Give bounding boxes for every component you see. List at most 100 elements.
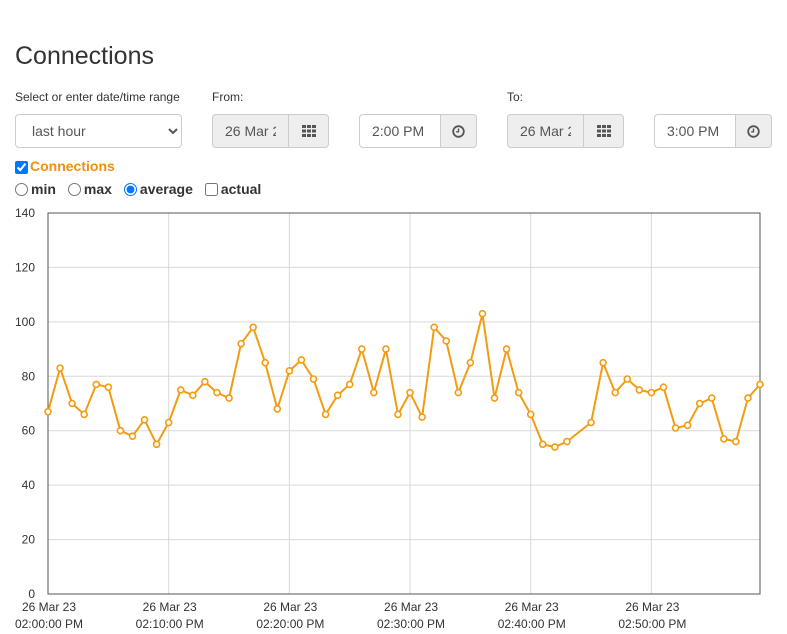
series-label[interactable]: Connections [30, 158, 115, 174]
x-tick-date: 26 Mar 23 [143, 600, 197, 614]
data-point [502, 345, 511, 353]
actual-checkbox[interactable] [204, 182, 218, 196]
data-point [140, 416, 149, 424]
data-point [285, 367, 294, 375]
series-checkbox[interactable] [15, 160, 28, 174]
connections-chart: 0 20 40 60 80 100 120 140 26 Mar 23 02:00:00 PM 26… [15, 206, 764, 631]
data-point [56, 364, 64, 372]
x-tick-date: 26 Mar 23 [263, 600, 317, 614]
y-tick-label: 40 [22, 478, 36, 492]
option-actual[interactable]: actual [204, 181, 262, 197]
data-point [526, 410, 535, 419]
x-tick-date: 26 Mar 23 [384, 600, 438, 614]
to-calendar-button[interactable] [583, 114, 624, 148]
data-point [189, 391, 197, 400]
data-point [587, 418, 595, 427]
data-point [80, 410, 89, 419]
from-label: From: [212, 90, 244, 104]
x-tick-date: 26 Mar 23 [22, 600, 76, 614]
data-point [406, 388, 414, 397]
calendar-grid-icon [301, 125, 316, 137]
data-point [659, 383, 668, 391]
data-point [599, 358, 607, 367]
option-max[interactable]: max [67, 181, 112, 197]
data-point [370, 388, 378, 397]
data-point [357, 345, 366, 353]
data-point [309, 375, 318, 383]
data-point [201, 377, 209, 386]
y-tick-label: 120 [15, 260, 35, 274]
max-radio[interactable] [67, 182, 81, 196]
from-calendar-button[interactable] [288, 114, 329, 148]
range-label: Select or enter date/time range [15, 90, 180, 104]
data-point [756, 380, 764, 389]
to-date-input[interactable] [507, 114, 583, 148]
from-time-input[interactable] [359, 114, 440, 148]
x-tick-date: 26 Mar 23 [625, 600, 679, 614]
x-tick-time: 02:00:00 PM [15, 617, 83, 631]
from-date-group [212, 114, 329, 148]
y-tick-label: 100 [15, 315, 35, 329]
from-clock-button[interactable] [440, 114, 477, 148]
data-point [297, 356, 306, 364]
data-point [635, 386, 644, 394]
y-tick-label: 60 [22, 424, 36, 438]
data-point [478, 309, 487, 318]
clock-icon [452, 124, 465, 138]
data-point [490, 394, 499, 402]
data-point [647, 388, 656, 397]
to-date-group [507, 114, 624, 148]
average-label: average [139, 181, 193, 197]
data-point [176, 386, 185, 394]
min-radio[interactable] [15, 182, 28, 196]
data-point [237, 339, 245, 348]
data-point [623, 375, 632, 383]
page-title: Connections [15, 42, 154, 70]
data-point [164, 418, 173, 427]
data-point [611, 388, 619, 397]
data-point [744, 394, 752, 402]
data-point [719, 435, 728, 443]
series-toggle: Connections [15, 158, 115, 174]
average-radio[interactable] [123, 182, 137, 196]
data-point [249, 323, 257, 332]
data-point [732, 437, 740, 446]
x-tick-time: 02:50:00 PM [618, 617, 686, 631]
min-label: min [31, 181, 56, 197]
data-point [333, 391, 342, 400]
calendar-grid-icon [596, 125, 611, 137]
y-tick-label: 80 [22, 369, 36, 383]
clock-icon [747, 124, 760, 138]
data-point [671, 424, 680, 432]
data-point [418, 413, 426, 421]
data-point [213, 388, 221, 397]
range-select[interactable]: last hour [15, 114, 182, 148]
from-date-input[interactable] [212, 114, 288, 148]
aggregation-options: min max average actual [15, 181, 273, 197]
option-average[interactable]: average [123, 181, 193, 197]
data-point [394, 410, 402, 419]
data-point [538, 440, 547, 449]
data-point [104, 383, 113, 391]
option-min[interactable]: min [15, 181, 56, 197]
data-point [442, 337, 451, 345]
data-point [695, 399, 704, 408]
data-point [152, 440, 161, 449]
y-tick-label: 140 [15, 206, 35, 220]
max-label: max [83, 181, 112, 197]
data-point [116, 426, 125, 435]
x-tick-date: 26 Mar 23 [505, 600, 559, 614]
data-point [551, 443, 559, 451]
data-point [44, 407, 52, 416]
to-time-input[interactable] [654, 114, 735, 148]
x-tick-time: 02:10:00 PM [136, 617, 204, 631]
data-point [707, 394, 716, 402]
data-point [225, 394, 233, 402]
actual-label: actual [220, 181, 262, 197]
data-point [261, 358, 270, 367]
data-point [68, 399, 76, 408]
data-point [563, 437, 571, 446]
series-line [47, 312, 761, 448]
to-clock-button[interactable] [735, 114, 772, 148]
data-point [321, 410, 330, 419]
